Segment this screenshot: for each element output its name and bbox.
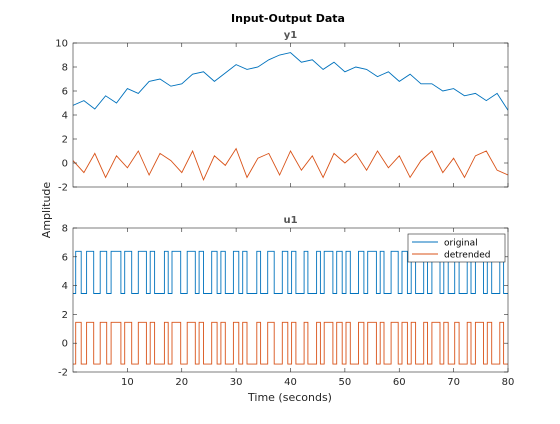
u1-series-detrended [73,321,508,365]
u1-ytick-label: 2 [62,310,68,321]
u1-xtick-label: 80 [502,377,515,388]
y1-axes-box [72,42,509,188]
u1-panel: u1 -2 0 2 4 6 8 10 20 30 40 50 60 70 80 original detrend… [58,215,514,388]
u1-ytick-label: 4 [62,281,68,292]
y1-ytick-label: 2 [62,135,68,146]
legend-label-detrended: detrended [444,251,491,261]
u1-xtick-label: 10 [121,377,134,388]
y1-ytick-label: 0 [62,159,68,170]
u1-ytick-label: 6 [62,252,68,263]
u1-ytick-label: -2 [58,368,68,379]
y-axis-label: Amplitude [40,182,53,239]
y1-ytick-label: -2 [58,183,68,194]
u1-series-original [73,250,508,294]
u1-xtick-label: 50 [339,377,352,388]
u1-xtick-label: 60 [393,377,406,388]
u1-ytick-label: 8 [62,224,68,235]
y1-ytick-label: 10 [55,39,68,50]
y1-series-original [73,52,508,111]
y1-series-detrended [73,147,508,181]
y1-ytick-label: 4 [62,111,68,122]
u1-subplot-title: u1 [283,215,297,226]
legend-box [407,233,506,263]
u1-xtick-label: 70 [447,377,460,388]
u1-xtick-label: 20 [175,377,188,388]
y1-ytick-label: 6 [62,87,68,98]
u1-series-group [73,250,508,365]
u1-ytick-label: 0 [62,339,68,350]
legend: original detrended [407,233,506,263]
u1-xtick-label: 30 [230,377,243,388]
x-axis-label: Time (seconds) [247,391,332,404]
y1-panel: y1 -2 0 2 4 6 8 10 [55,30,509,194]
y1-subplot-title: y1 [284,30,298,41]
y1-ytick-label: 8 [62,63,68,74]
u1-xtick-label: 40 [284,377,297,388]
legend-label-original: original [444,239,478,249]
y1-series-group [73,52,508,181]
figure-title: Input-Output Data [231,12,345,25]
